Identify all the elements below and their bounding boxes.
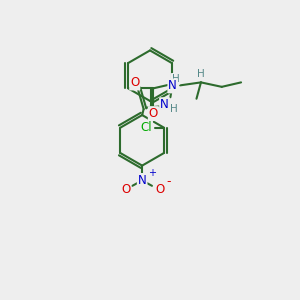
- Text: N: N: [168, 80, 177, 92]
- Text: O: O: [130, 76, 140, 89]
- Text: -: -: [167, 175, 171, 188]
- Text: H: H: [172, 74, 180, 84]
- Text: Cl: Cl: [140, 121, 152, 134]
- Text: H: H: [170, 103, 178, 113]
- Text: O: O: [121, 183, 130, 196]
- Text: N: N: [160, 98, 169, 111]
- Text: O: O: [149, 107, 158, 120]
- Text: N: N: [138, 174, 146, 187]
- Text: +: +: [148, 168, 156, 178]
- Text: O: O: [155, 183, 165, 196]
- Text: H: H: [197, 69, 205, 79]
